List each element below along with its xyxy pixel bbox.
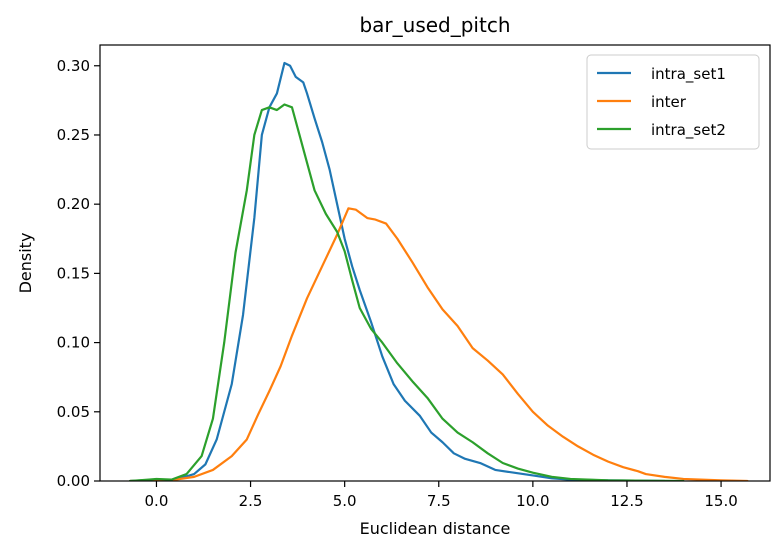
x-tick-label: 7.5	[427, 492, 451, 510]
legend-box	[586, 54, 760, 150]
y-tick-label: 0.10	[57, 334, 90, 352]
chart-title: bar_used_pitch	[359, 13, 510, 37]
y-axis-label: Density	[16, 233, 35, 294]
legend-label: intra_set1	[651, 65, 726, 84]
x-tick-label: 12.5	[610, 492, 643, 510]
x-axis-ticks: 0.0 2.5 5.0 7.5 10.0 12.5 15.0	[145, 481, 738, 510]
plot-area	[99, 44, 771, 482]
x-axis-label: Euclidean distance	[360, 519, 511, 538]
legend-label: inter	[651, 93, 687, 111]
y-tick-label: 0.30	[57, 57, 90, 75]
series-line-inter	[129, 207, 749, 481]
y-axis-ticks: 0.00 0.05 0.10 0.15 0.20 0.25 0.30	[57, 57, 100, 490]
x-tick-label: 0.0	[145, 492, 169, 510]
y-tick-label: 0.00	[57, 472, 90, 490]
series-line-intra_set1	[129, 61, 666, 481]
x-tick-label: 5.0	[333, 492, 357, 510]
series-layer	[129, 61, 749, 481]
y-tick-label: 0.25	[57, 126, 90, 144]
x-tick-label: 2.5	[239, 492, 263, 510]
series-line-intra_set2	[129, 103, 685, 481]
plot-frame	[99, 44, 771, 482]
x-tick-label: 15.0	[704, 492, 737, 510]
y-tick-label: 0.20	[57, 195, 90, 213]
x-tick-label: 10.0	[516, 492, 549, 510]
y-tick-label: 0.15	[57, 264, 90, 282]
y-tick-label: 0.05	[57, 403, 90, 421]
legend-label: intra_set2	[651, 121, 726, 140]
